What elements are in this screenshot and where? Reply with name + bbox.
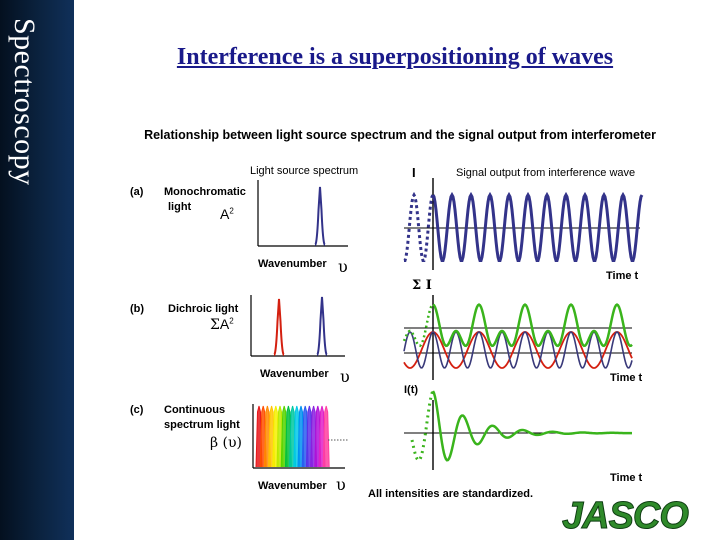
intensity-symbol: I [412,165,416,180]
row-b-signal-symbol: I(t) [404,384,419,396]
page-subtitle: Relationship between light source spectr… [144,128,656,142]
row-a-spectrum-plot [257,180,348,247]
row-c-spectrum-plot [252,404,348,469]
light-source-header: Light source spectrum [250,165,359,177]
footnote: All intensities are standardized. [368,488,534,500]
row-a-signal-wave [431,191,644,263]
row-c-time-label: Time t [610,472,643,484]
row-c-amplitude: β (υ) [210,435,242,451]
row-b-nu-symbol: υ [340,367,350,386]
row-b-green-sum [432,303,633,348]
row-c-tag: (c) [130,404,144,416]
row-a-signal-wave-dotted [403,191,435,263]
jasco-logo-text: JASCO [562,495,688,537]
row-c-spectral-band-17 [322,405,330,468]
row-b-green-sum-dotted [402,304,434,348]
row-a-tag: (a) [130,186,144,198]
page-title: Interference is a superpositioning of wa… [176,44,614,70]
row-a-time-label: Time t [606,270,639,282]
row-b-red-component [403,331,633,369]
row-c-green-interferogram [431,390,633,462]
row-a-sum-intensity: Σ I [412,278,432,293]
row-b-label: Dichroic light [168,303,239,315]
jasco-logo: JASCO [562,495,690,538]
row-b-spectrum-plot [250,295,345,357]
row-b-time-label: Time t [610,372,643,384]
sidebar-title: Spectroscopy [8,18,41,186]
row-a-label-2: light [168,201,192,213]
row-b-spectral-line-red [273,298,285,356]
row-a-nu-symbol: υ [338,257,348,276]
row-a-wavenumber-label: Wavenumber [258,258,327,270]
signal-header: Signal output from interference wave [456,167,636,179]
row-c-label-2: spectrum light [164,419,240,431]
row-b-spectral-line-blue [316,296,328,356]
sidebar: Spectroscopy [0,0,74,540]
row-a-label-1: Monochromatic [164,186,246,198]
row-a-spectral-line [314,186,326,246]
row-a-signal-plot [403,178,644,270]
row-a-amplitude: A2 [220,206,234,222]
row-b-wavenumber-label: Wavenumber [260,368,329,380]
row-b-signal-plot [402,295,633,380]
row-c-signal-plot [404,390,633,470]
row-c-wavenumber-label: Wavenumber [258,480,327,492]
row-b-amplitude: ΣA2 [210,316,234,333]
row-c-nu-symbol: υ [336,475,346,494]
row-c-green-interferogram-dotted [410,390,435,462]
row-c-label-1: Continuous [164,404,226,416]
row-b-tag: (b) [130,303,145,315]
